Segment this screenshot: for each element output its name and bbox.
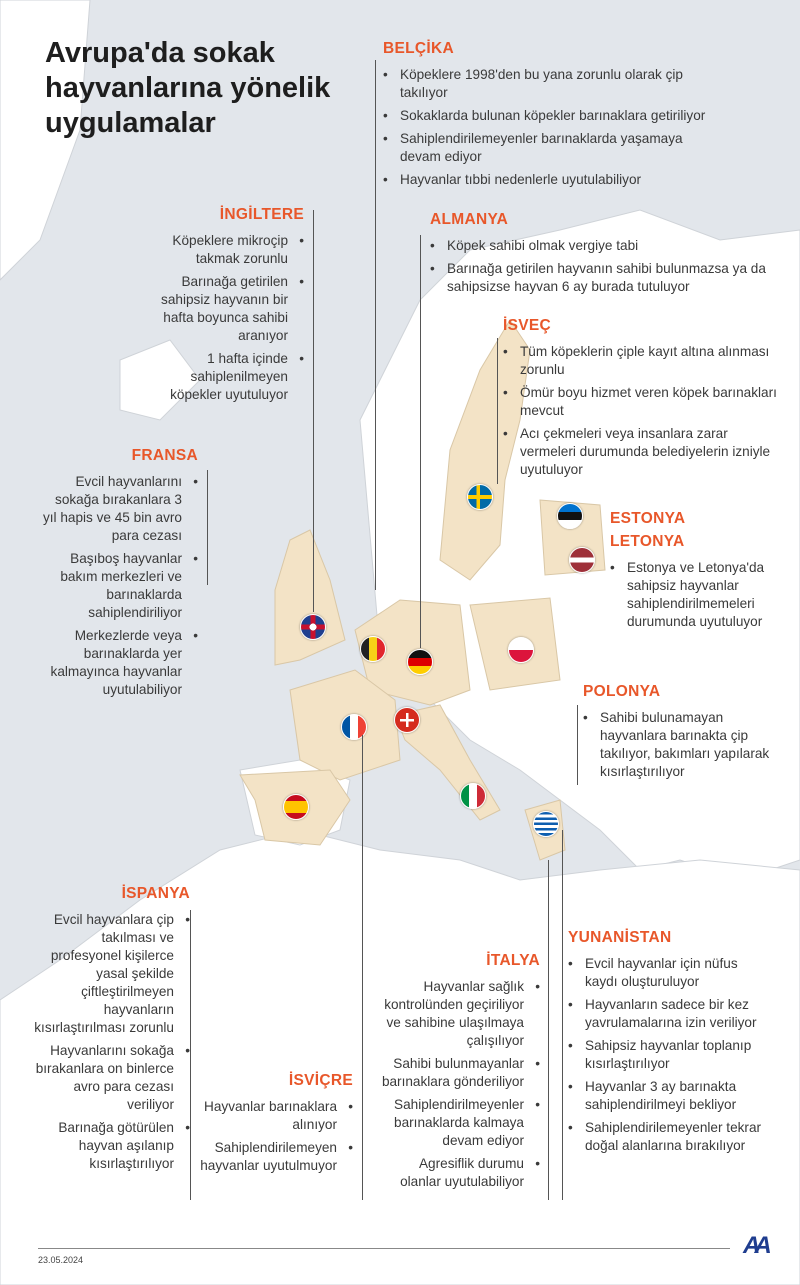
policy-item: Merkezlerde veya barınaklarda yer kalmay… xyxy=(40,627,198,699)
leader-line xyxy=(577,705,578,785)
policy-item: Barınağa getirilen hayvanın sahibi bulun… xyxy=(430,260,785,296)
uk-flag-icon xyxy=(300,614,326,640)
country-block: İSVİÇRE Hayvanlar barınaklara alınıyor Sah… xyxy=(195,1072,353,1180)
country-name: İTALYA xyxy=(486,952,540,969)
policy-item: Hayvanlar barınaklara alınıyor xyxy=(195,1098,353,1134)
switzerland-flag-icon xyxy=(394,707,420,733)
policy-item: Başıboş hayvanlar bakım merkezleri ve ba… xyxy=(40,550,198,622)
leader-line xyxy=(190,910,191,1200)
leader-line xyxy=(375,60,376,590)
italy-flag-icon xyxy=(460,783,486,809)
country-name: BELÇİKA xyxy=(383,40,454,57)
country-block: LETONYA Estonya ve Letonya'da sahipsiz ha… xyxy=(610,533,780,636)
policy-item: Sahipsiz hayvanlar toplanıp kısırlaştırı… xyxy=(568,1037,773,1073)
policy-item: Köpeklere mikroçip takmak zorunlu xyxy=(140,232,304,268)
sweden-flag-icon xyxy=(467,484,493,510)
policy-list: Köpeklere mikroçip takmak zorunlu Barınağ… xyxy=(140,232,304,404)
policy-list: Köpek sahibi olmak vergiye tabi Barınağa … xyxy=(430,237,785,296)
policy-item: Sahiplendirilemeyenler barınaklarda yaşa… xyxy=(383,130,723,166)
policy-list: Evcil hayvanlarını sokağa bırakanlara 3 … xyxy=(40,473,198,699)
policy-item: Barınağa getirilen sahipsiz hayvanın bir… xyxy=(140,273,304,345)
page-title: Avrupa'da sokak hayvanlarına yönelik uyg… xyxy=(45,37,331,139)
policy-list: Sahibi bulunamayan hayvanlara barınakta … xyxy=(583,709,773,781)
footer-date: 23.05.2024 xyxy=(38,1255,84,1265)
policy-item: Köpek sahibi olmak vergiye tabi xyxy=(430,237,785,255)
country-name: YUNANİSTAN xyxy=(568,929,672,946)
policy-item: Hayvanlar 3 ay barınakta sahiplendirilme… xyxy=(568,1078,773,1114)
policy-item: Evcil hayvanlarını sokağa bırakanlara 3 … xyxy=(40,473,198,545)
policy-item: Hayvanların sadece bir kez yavrulamaları… xyxy=(568,996,773,1032)
country-block: FRANSA Evcil hayvanlarını sokağa bırakanl… xyxy=(40,447,198,704)
policy-list: Evcil hayvanlar için nüfus kaydı oluştur… xyxy=(568,955,773,1155)
country-block: İSPANYA Evcil hayvanlara çip takılması ve… xyxy=(30,885,190,1178)
policy-item: Sahiplendirilemeyenler tekrar doğal alan… xyxy=(568,1119,773,1155)
aa-logo: AA xyxy=(743,1232,772,1259)
policy-item: Acı çekmeleri veya insanlara zarar verme… xyxy=(503,425,783,479)
policy-item: Sahiplendirilemeyen hayvanlar uyutulmuyo… xyxy=(195,1139,353,1175)
policy-item: Sahibi bulunamayan hayvanlara barınakta … xyxy=(583,709,773,781)
leader-line xyxy=(548,860,549,1200)
policy-item: Evcil hayvanlar için nüfus kaydı oluştur… xyxy=(568,955,773,991)
country-block: ALMANYA Köpek sahibi olmak vergiye tabi Ba… xyxy=(430,211,785,301)
leader-line xyxy=(313,210,314,612)
country-name: FRANSA xyxy=(131,447,198,464)
policy-list: Evcil hayvanlara çip takılması ve profes… xyxy=(30,911,190,1173)
germany-flag-icon xyxy=(407,649,433,675)
latvia-flag-icon xyxy=(569,547,595,573)
policy-item: Barınağa götürülen hayvan aşılanıp kısır… xyxy=(30,1119,190,1173)
country-name: İSVEÇ xyxy=(503,317,552,334)
country-name: POLONYA xyxy=(583,683,661,700)
policy-list: Hayvanlar sağlık kontrolünden geçiriliyo… xyxy=(375,978,540,1191)
leader-line xyxy=(420,235,421,648)
country-name: ESTONYA xyxy=(610,510,686,527)
policy-item: Sahiplendirilmeyenler barınaklarda kalma… xyxy=(375,1096,540,1150)
france-flag-icon xyxy=(341,714,367,740)
policy-list: Köpeklere 1998'den bu yana zorunlu olara… xyxy=(383,66,723,189)
policy-item: 1 hafta içinde sahiplenilmeyen köpekler … xyxy=(140,350,304,404)
policy-item: Hayvanlar tıbbi nedenlerle uyutulabiliyo… xyxy=(383,171,723,189)
country-block: POLONYA Sahibi bulunamayan hayvanlara bar… xyxy=(583,683,773,786)
greece-flag-icon xyxy=(533,811,559,837)
policy-item: Sokaklarda bulunan köpekler barınaklara … xyxy=(383,107,723,125)
country-block: BELÇİKA Köpeklere 1998'den bu yana zorunl… xyxy=(383,40,723,194)
policy-list: Estonya ve Letonya'da sahipsiz hayvanlar… xyxy=(610,559,780,631)
policy-item: Evcil hayvanlara çip takılması ve profes… xyxy=(30,911,190,1037)
policy-list: Hayvanlar barınaklara alınıyor Sahiplendi… xyxy=(195,1098,353,1175)
leader-line xyxy=(207,470,208,585)
policy-item: Estonya ve Letonya'da sahipsiz hayvanlar… xyxy=(610,559,780,631)
country-block: YUNANİSTAN Evcil hayvanlar için nüfus kay… xyxy=(568,929,773,1160)
country-name: İSPANYA xyxy=(121,885,190,902)
land-uk xyxy=(274,529,346,666)
country-block: İNGİLTERE Köpeklere mikroçip takmak zorun… xyxy=(140,206,304,409)
spain-flag-icon xyxy=(283,794,309,820)
policy-item: Köpeklere 1998'den bu yana zorunlu olara… xyxy=(383,66,723,102)
country-block: İTALYA Hayvanlar sağlık kontrolünden geçi… xyxy=(375,952,540,1196)
policy-item: Hayvanlarını sokağa bırakanlara on binle… xyxy=(30,1042,190,1114)
country-name: İSVİÇRE xyxy=(288,1072,353,1089)
policy-item: Ömür boyu hizmet veren köpek barınakları… xyxy=(503,384,783,420)
policy-item: Agresiflik durumu olanlar uyutulabiliyor xyxy=(375,1155,540,1191)
policy-list: Tüm köpeklerin çiple kayıt altına alınma… xyxy=(503,343,783,479)
country-name: LETONYA xyxy=(610,533,685,550)
policy-item: Hayvanlar sağlık kontrolünden geçiriliyo… xyxy=(375,978,540,1050)
belgium-flag-icon xyxy=(360,636,386,662)
poland-flag-icon xyxy=(508,637,534,663)
policy-item: Sahibi bulunmayanlar barınaklara gönderi… xyxy=(375,1055,540,1091)
country-name: İNGİLTERE xyxy=(219,206,304,223)
estonia-flag-icon xyxy=(557,503,583,529)
country-block: ESTONYA xyxy=(610,510,760,536)
leader-line xyxy=(497,338,498,484)
leader-line xyxy=(562,830,563,1200)
country-block: İSVEÇ Tüm köpeklerin çiple kayıt altına a… xyxy=(503,317,783,484)
leader-line xyxy=(362,735,363,1200)
footer-divider xyxy=(38,1248,730,1249)
policy-item: Tüm köpeklerin çiple kayıt altına alınma… xyxy=(503,343,783,379)
country-name: ALMANYA xyxy=(430,211,509,228)
